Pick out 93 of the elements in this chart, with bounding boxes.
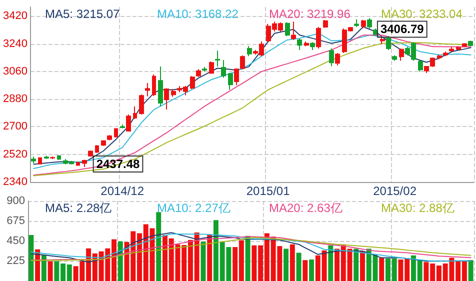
bar (156, 212, 162, 281)
candlestick (133, 106, 137, 120)
candlestick (380, 36, 385, 44)
y-tick-label: 3240 (2, 38, 28, 50)
y-tick-label: 2520 (2, 148, 28, 160)
candlestick (437, 54, 442, 60)
candlestick (114, 128, 118, 138)
y-tick-label: 3060 (2, 65, 28, 78)
candlestick (101, 140, 106, 146)
bar (48, 261, 53, 281)
candlestick (335, 52, 340, 66)
candlestick (107, 134, 112, 141)
x-tick-label: 2015/01 (246, 184, 290, 198)
candlestick (392, 54, 397, 62)
candlestick (361, 20, 366, 29)
candlestick (31, 156, 36, 164)
candlestick (120, 124, 125, 129)
bar (354, 248, 359, 281)
candlestick (139, 94, 144, 115)
candlestick (82, 159, 87, 168)
candlestick (152, 74, 156, 97)
series-label: MA20: 3219.96 (269, 7, 351, 21)
candlestick (329, 48, 334, 67)
candlestick (196, 68, 201, 78)
candlestick (158, 66, 163, 107)
candlestick (38, 156, 42, 165)
candlestick (367, 18, 372, 29)
candlestick (399, 48, 404, 62)
bar (309, 259, 314, 281)
x-tick-label: 2014/12 (100, 184, 144, 198)
bar (207, 234, 212, 281)
series-label: MA30: 3233.04 (381, 7, 463, 21)
candlestick (386, 36, 391, 50)
candlestick (202, 66, 207, 72)
candlestick (50, 156, 55, 160)
candlestick (310, 42, 315, 50)
bar (245, 236, 250, 281)
series-label: MA10: 2.27亿 (157, 201, 230, 215)
candlestick (145, 82, 150, 97)
candlestick (354, 18, 359, 28)
candlestick (95, 144, 99, 154)
text: MA5: 3215.07 (45, 7, 120, 21)
candlestick (291, 21, 296, 41)
bar (284, 248, 289, 281)
candlestick (304, 41, 309, 47)
candlestick (171, 88, 176, 98)
candlestick (285, 22, 290, 37)
x-tick-label: 2015/02 (373, 184, 417, 198)
candlestick (323, 20, 328, 28)
candlestick (468, 40, 473, 47)
candlestick (418, 59, 423, 72)
bar (468, 260, 474, 281)
y-tick-label: 3420 (2, 10, 28, 22)
candlestick (316, 26, 321, 49)
candlestick (228, 72, 233, 90)
bar (290, 244, 295, 281)
y-tick-label: 2880 (2, 93, 28, 106)
candlestick (44, 155, 49, 160)
bar (41, 255, 46, 281)
y-tick-label: 900 (6, 195, 25, 207)
bar (379, 258, 384, 281)
bar (328, 245, 334, 281)
candlestick (215, 50, 220, 68)
y-tick-label: 2700 (2, 120, 28, 133)
candlestick (57, 154, 61, 160)
bar (118, 241, 123, 281)
bar (360, 251, 365, 281)
candlestick (221, 59, 226, 78)
annotation: 3406.79 (380, 22, 424, 36)
text: MA30: 2.88亿 (381, 201, 454, 215)
y-tick-label: 2340 (2, 176, 28, 188)
candlestick (76, 161, 80, 166)
text: MA10: 3168.22 (157, 7, 239, 21)
candlestick (456, 46, 461, 50)
bar (302, 260, 308, 281)
candlestick (88, 150, 93, 158)
y-tick-label: 225 (6, 255, 25, 267)
candlestick (297, 38, 302, 50)
candlestick (247, 46, 252, 57)
candlestick (209, 60, 214, 74)
candlestick (164, 88, 169, 110)
text: MA5: 2.28亿 (45, 201, 112, 215)
y-tick-label: 450 (6, 235, 25, 247)
candlestick (449, 46, 454, 52)
candlestick (462, 42, 467, 48)
y-tick-label: 675 (6, 215, 25, 227)
candlestick (126, 114, 131, 132)
bar (296, 252, 302, 281)
candlestick (443, 51, 448, 57)
bar (200, 242, 206, 281)
bar (28, 234, 34, 281)
candlestick (190, 76, 195, 90)
series-label: MA20: 2.63亿 (269, 201, 342, 215)
